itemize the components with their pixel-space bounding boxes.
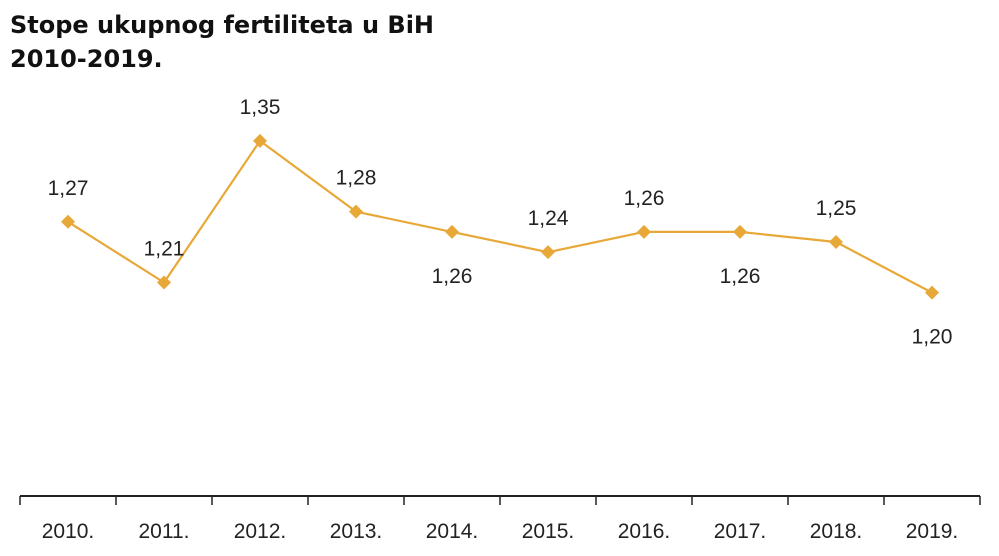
x-axis: 2010. 2011. 2012. 2013. 2014. 2015. 2016. 2017.… [19,495,981,543]
x-tick-label: 2017. [714,520,767,543]
x-tick-label: 2013. [330,520,383,543]
chart-title-line1: Stope ukupnog fertiliteta u BiH [10,11,435,39]
data-label: 1,20 [912,326,953,349]
data-point [829,235,843,250]
data-point [733,224,747,239]
data-label: 1,28 [336,167,377,190]
data-point [349,204,363,219]
x-tick-label: 2015. [522,520,575,543]
data-point [637,224,651,239]
series-line-group [61,133,939,300]
chart-title: Stope ukupnog fertiliteta u BiH 2010-201… [10,8,434,76]
data-label: 1,27 [48,177,89,200]
chart-subtitle: 2010-2019. [10,45,163,73]
x-tick-label: 2019. [906,520,959,543]
x-tick-label: 2010. [42,520,95,543]
x-tick-label: 2012. [234,520,287,543]
x-tick-label: 2016. [618,520,671,543]
data-label: 1,26 [720,265,761,288]
data-label: 1,25 [816,197,857,220]
data-label: 1,26 [432,265,473,288]
data-label: 1,21 [144,238,185,261]
series-line [67,139,933,294]
data-label: 1,26 [624,187,665,210]
data-labels-group: 1,27 1,21 1,35 1,28 1,26 1,24 1,26 1,26 1,25 1,20 [48,96,953,349]
x-tick-label: 2011. [139,520,190,543]
x-tick-label: 2018. [810,520,863,543]
data-point [253,133,267,148]
data-point [61,214,75,229]
data-point [925,285,939,300]
data-point [445,224,459,239]
data-point [541,245,555,260]
data-label: 1,35 [240,96,281,119]
data-point [157,275,171,290]
data-label: 1,24 [528,207,569,230]
x-tick-label: 2014. [426,520,479,543]
